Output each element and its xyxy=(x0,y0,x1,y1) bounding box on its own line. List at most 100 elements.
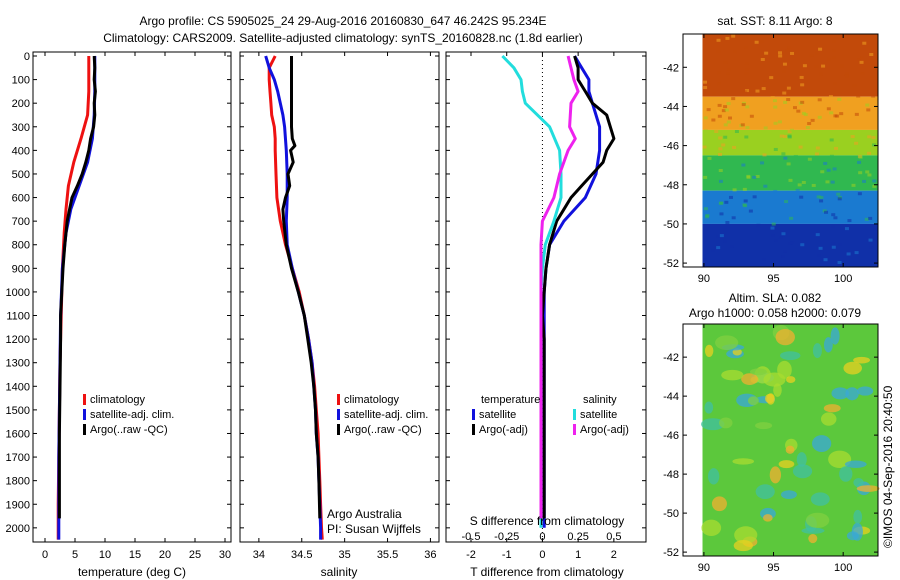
sst-speckle xyxy=(717,71,722,75)
sst-speckle xyxy=(740,123,745,127)
sst-speckle xyxy=(707,156,712,160)
sst-speckle xyxy=(857,192,862,196)
sst-speckle xyxy=(858,171,863,175)
sst-speckle xyxy=(832,55,837,59)
sst-speckle xyxy=(722,92,727,96)
sst-speckle xyxy=(761,257,766,261)
sla-blob xyxy=(845,387,859,401)
sst-speckle xyxy=(717,114,722,118)
sst-speckle xyxy=(825,180,830,184)
sla-blob xyxy=(732,458,755,465)
sla-blob xyxy=(701,418,725,431)
xtick-top-label: -0.5 xyxy=(462,531,481,543)
ytick-label: 1200 xyxy=(6,334,30,346)
sst-speckle xyxy=(827,57,832,61)
sst-speckle xyxy=(832,81,837,85)
sst-speckle xyxy=(805,125,810,129)
sla-blob xyxy=(707,468,720,485)
sst-speckle xyxy=(869,52,874,56)
sst-speckle xyxy=(769,76,774,80)
sla-blob xyxy=(785,445,795,454)
sst-speckle xyxy=(871,94,876,98)
xtick-label: 34 xyxy=(253,549,265,561)
sst-speckle xyxy=(873,228,878,232)
sst-speckle xyxy=(782,62,787,66)
sst-speckle xyxy=(719,234,724,238)
figure-title-line2: Climatology: CARS2009. Satellite-adjuste… xyxy=(103,31,583,45)
sst-speckle xyxy=(866,108,871,112)
series-argo-raw-qc- xyxy=(281,56,322,519)
xtick-label: 0 xyxy=(42,549,48,561)
sst-speckle xyxy=(799,195,804,199)
sst-speckle xyxy=(868,238,873,242)
sla-map: -42 -44 -46 -48 -50 -52 90 95 100 xyxy=(663,323,880,574)
sla-blob xyxy=(823,404,841,413)
sla-blob xyxy=(701,519,722,537)
sst-speckle xyxy=(749,114,754,118)
sst-speckle xyxy=(741,103,746,107)
ytick-label: 1900 xyxy=(6,499,30,511)
sst-speckle xyxy=(763,126,768,130)
sst-speckle xyxy=(781,255,786,259)
sst-speckle xyxy=(817,115,822,119)
sla-blob xyxy=(844,460,867,468)
map-ytick-label: -50 xyxy=(663,508,679,520)
sst-speckle xyxy=(809,53,814,57)
sst-speckle xyxy=(862,41,867,45)
sst-speckle xyxy=(821,64,826,68)
sst-speckle xyxy=(831,225,836,229)
sst-speckle xyxy=(867,135,872,139)
sst-speckle xyxy=(852,83,857,87)
sst-speckle xyxy=(826,168,831,172)
difference-xlabel: T difference from climatology xyxy=(470,565,624,579)
sst-speckle xyxy=(797,183,802,187)
sst-speckle xyxy=(793,154,798,158)
sst-speckle xyxy=(718,152,723,156)
sst-speckle xyxy=(755,174,760,178)
legend-swatch xyxy=(83,409,86,420)
ytick-label: 900 xyxy=(12,263,30,275)
sst-speckle xyxy=(717,103,722,107)
sst-speckle xyxy=(771,222,776,226)
sla-blob xyxy=(715,335,739,351)
sla-blob xyxy=(769,466,782,484)
sst-speckle xyxy=(815,146,820,150)
sst-speckle xyxy=(837,243,842,247)
legend-label: satellite-adj. clim. xyxy=(90,409,174,421)
sst-speckle xyxy=(796,109,801,113)
sst-speckle xyxy=(773,105,778,109)
sst-speckle xyxy=(865,34,870,38)
sst-speckle xyxy=(702,145,707,149)
sla-blob xyxy=(721,369,744,381)
sla-blob xyxy=(750,368,767,376)
sst-speckle xyxy=(865,170,870,174)
sst-speckle xyxy=(706,108,711,112)
sst-speckle xyxy=(800,243,805,247)
legend-label: satellite-adj. clim. xyxy=(344,409,428,421)
salinity-xlabel: salinity xyxy=(321,565,358,579)
sst-speckle xyxy=(859,60,864,64)
sst-speckle xyxy=(744,45,749,49)
sst-speckle xyxy=(820,170,825,174)
xtick-label: 10 xyxy=(99,549,111,561)
ytick-label: 500 xyxy=(12,169,30,181)
sst-speckle xyxy=(745,89,750,93)
sst-speckle xyxy=(790,51,795,55)
legend-swatch xyxy=(83,394,86,405)
sst-speckle xyxy=(809,92,814,96)
sst-speckle xyxy=(818,47,823,51)
sst-speckle xyxy=(742,203,747,207)
series-argo-raw-qc- xyxy=(57,55,97,519)
map-ytick-label: -42 xyxy=(663,62,679,74)
legend-swatch xyxy=(573,409,576,420)
sst-speckle xyxy=(703,258,708,262)
sst-speckle xyxy=(850,135,855,139)
sla-blob xyxy=(801,527,825,534)
sst-speckle xyxy=(759,40,764,44)
sst-speckle xyxy=(836,192,841,196)
sst-band xyxy=(702,96,878,130)
sst-speckle xyxy=(787,130,792,134)
ytick-label: 700 xyxy=(12,216,30,228)
sst-speckle xyxy=(744,72,749,76)
legend-title-salinity: salinity xyxy=(583,394,617,406)
